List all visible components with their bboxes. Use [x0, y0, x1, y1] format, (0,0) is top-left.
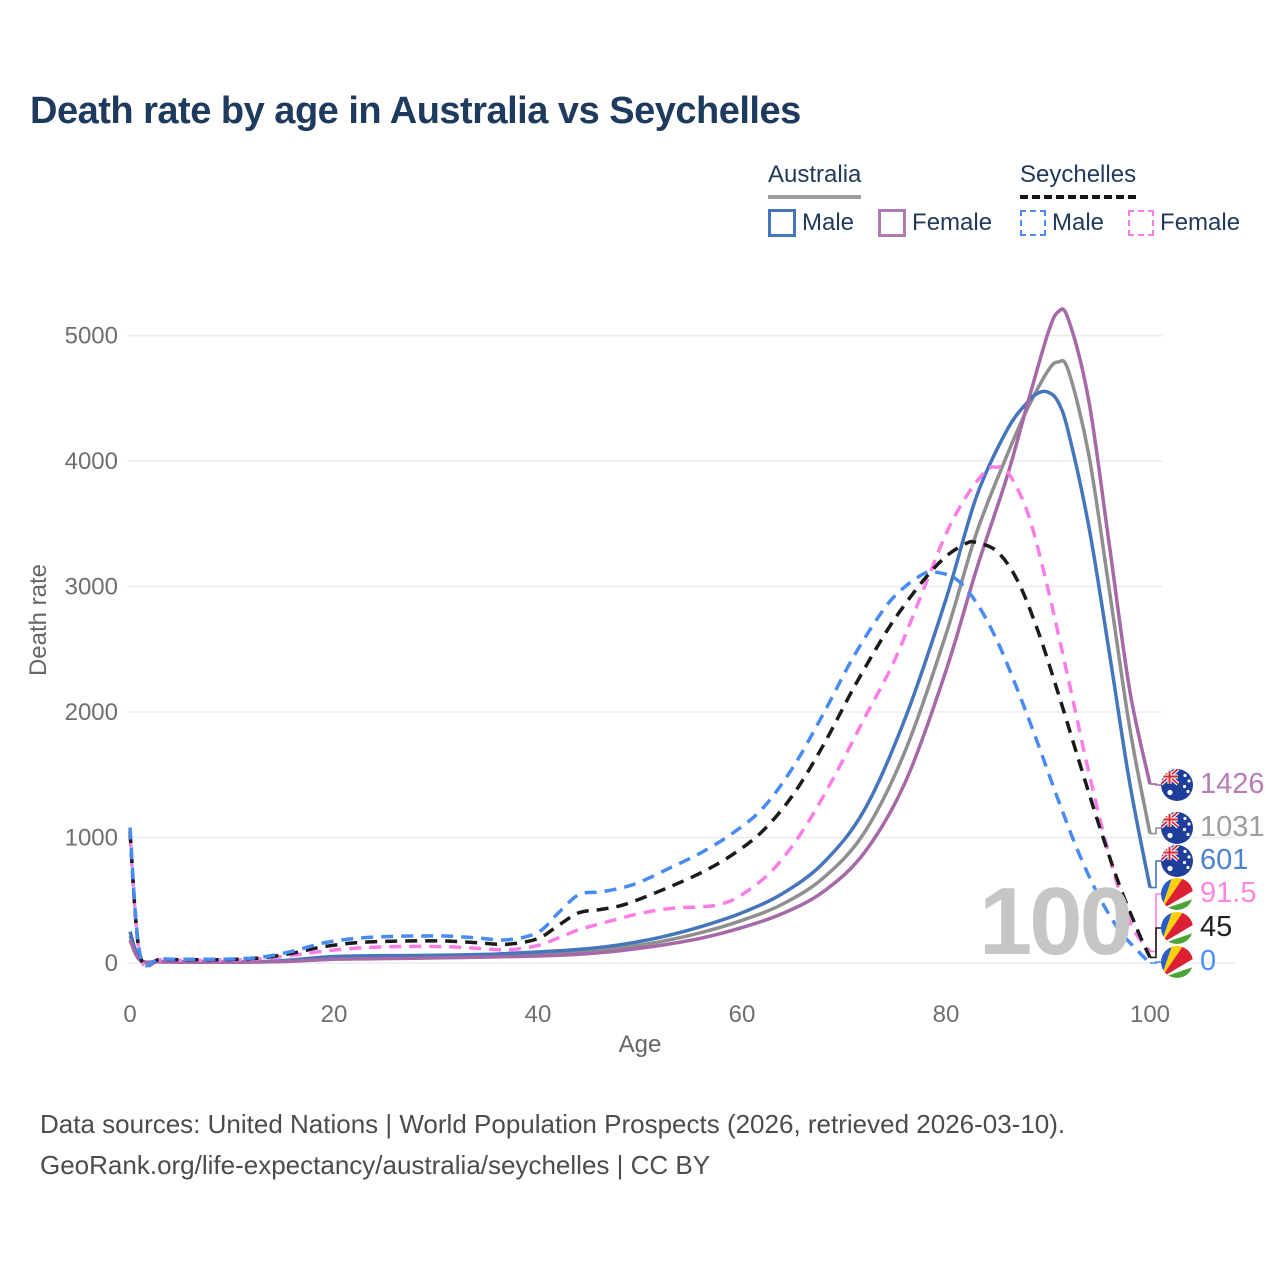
x-tick-label: 20	[321, 1001, 348, 1028]
series-line-australia-female	[128, 307, 1152, 965]
australia-male-swatch[interactable]	[768, 209, 796, 237]
end-label-row: 91.5	[1161, 877, 1256, 910]
seychelles-female-swatch[interactable]	[1128, 210, 1155, 236]
y-tick-label: 5000	[65, 323, 118, 350]
end-label-connector	[1150, 927, 1162, 959]
legend-country-australia[interactable]: Australia	[768, 161, 862, 199]
legend-item-seychelles-male[interactable]: Male	[1020, 209, 1104, 237]
end-label-value: 1426	[1200, 768, 1265, 800]
footer-data-sources: Data sources: United Nations | World Pop…	[40, 1109, 1066, 1139]
australia-female-swatch[interactable]	[878, 209, 907, 237]
end-label-row: 45	[1161, 911, 1232, 944]
seychelles-flag-icon	[1161, 877, 1193, 910]
age-watermark: 100	[978, 868, 1133, 975]
seychelles-flag-icon	[1161, 911, 1193, 944]
y-tick-label: 1000	[65, 825, 118, 852]
legend-label-australia-female: Female	[912, 209, 993, 236]
y-tick-label: 2000	[65, 699, 118, 726]
legend-item-australia-male[interactable]: Male	[768, 209, 854, 237]
series-line-seychelles-female	[128, 464, 1152, 969]
legend-item-seychelles-female[interactable]: Female	[1128, 209, 1240, 237]
x-axis-title: Age	[619, 1031, 662, 1058]
end-label-row: 1031	[1161, 811, 1265, 844]
legend-label-australia-male: Male	[802, 209, 855, 236]
series-line-seychelles-male	[128, 569, 1152, 968]
end-label-value: 601	[1200, 844, 1249, 876]
end-label-row: 0	[1161, 945, 1216, 978]
australia-flag-icon	[1161, 844, 1193, 877]
footer-attribution-link[interactable]: GeoRank.org/life-expectancy/australia/se…	[40, 1150, 711, 1180]
end-label-connector	[1150, 827, 1162, 835]
legend-item-australia-female[interactable]: Female	[878, 209, 992, 237]
legend-country-seychelles[interactable]: Seychelles	[1020, 161, 1137, 199]
y-axis-title: Death rate	[25, 564, 52, 676]
end-label-connector	[1150, 893, 1162, 953]
x-tick-label: 60	[729, 1001, 756, 1028]
australia-flag-icon	[1161, 811, 1193, 844]
end-label-value: 0	[1200, 945, 1217, 977]
end-label-connector	[1150, 860, 1162, 889]
legend-label-seychelles-male: Male	[1052, 209, 1105, 236]
x-tick-label: 40	[525, 1001, 552, 1028]
end-label-row: 601	[1161, 844, 1248, 877]
end-label-value: 91.5	[1200, 877, 1257, 909]
chart-title: Death rate by age in Australia vs Seyche…	[30, 90, 801, 132]
end-label-connector	[1150, 783, 1162, 786]
australia-flag-icon	[1161, 768, 1193, 801]
x-tick-label: 100	[1130, 1001, 1170, 1028]
legend-group-australia: Australia Male Female	[768, 161, 992, 237]
y-tick-label: 0	[105, 950, 118, 977]
end-label-value: 45	[1200, 911, 1233, 943]
end-label-connector	[1150, 961, 1162, 964]
end-label-value: 1031	[1200, 811, 1265, 843]
y-tick-label: 4000	[65, 448, 118, 475]
series-line-seychelles-both-sexes-	[128, 539, 1152, 968]
x-tick-label: 0	[123, 1001, 136, 1028]
legend-label-seychelles-female: Female	[1160, 209, 1241, 236]
seychelles-male-swatch[interactable]	[1020, 210, 1046, 236]
seychelles-flag-icon	[1161, 945, 1193, 978]
source-footer: Data sources: United Nations | World Pop…	[40, 1104, 1065, 1186]
legend-group-seychelles: Seychelles Male Female	[1020, 161, 1240, 237]
y-tick-label: 3000	[65, 574, 118, 601]
x-tick-label: 80	[933, 1001, 960, 1028]
end-label-row: 1426	[1161, 768, 1265, 801]
